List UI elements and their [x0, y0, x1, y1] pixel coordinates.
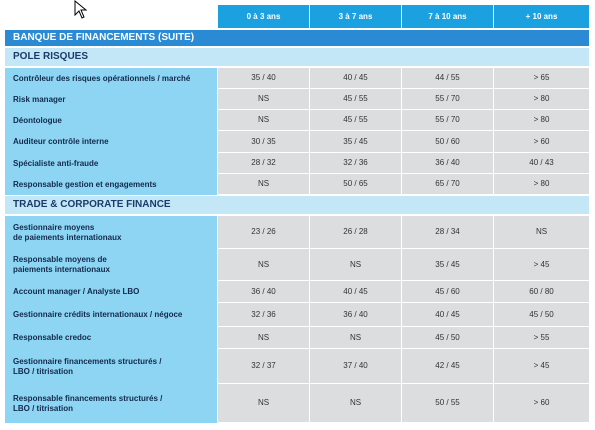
cell-value: 23 / 26: [218, 216, 309, 248]
cell-value: 55 / 70: [402, 110, 493, 130]
row-label: Account manager / Analyste LBO: [5, 281, 217, 303]
cell-value: 32 / 36: [218, 303, 309, 326]
column-header: + 10 ans: [494, 5, 589, 28]
cell-value: 35 / 45: [310, 131, 401, 152]
cell-value: > 65: [494, 68, 589, 88]
cell-value: 45 / 50: [494, 303, 589, 326]
cell-value: > 80: [494, 174, 589, 194]
cell-value: 28 / 32: [218, 153, 309, 173]
row-label: Gestionnaire financements structurés / L…: [5, 349, 217, 384]
cell-value: 40 / 45: [402, 303, 493, 326]
cell-value: 32 / 37: [218, 349, 309, 383]
section-title: POLE RISQUES: [5, 48, 589, 66]
cell-value: 37 / 40: [310, 349, 401, 383]
cell-value: 40 / 45: [310, 68, 401, 88]
cell-value: 28 / 34: [402, 216, 493, 248]
row-label: Risk manager: [5, 89, 217, 110]
cell-value: 36 / 40: [218, 281, 309, 302]
cell-value: 40 / 43: [494, 153, 589, 173]
cell-value: 42 / 45: [402, 349, 493, 383]
column-header: 3 à 7 ans: [310, 5, 401, 28]
cell-value: NS: [494, 216, 589, 248]
cell-value: NS: [218, 384, 309, 422]
cell-value: NS: [218, 327, 309, 348]
cell-value: 50 / 55: [402, 384, 493, 422]
cell-value: 45 / 55: [310, 89, 401, 109]
cell-value: > 60: [494, 131, 589, 152]
cell-value: > 80: [494, 110, 589, 130]
row-label: Responsable credoc: [5, 327, 217, 349]
cell-value: 36 / 40: [310, 303, 401, 326]
column-header: 7 à 10 ans: [402, 5, 493, 28]
cell-value: 30 / 35: [218, 131, 309, 152]
cell-value: > 60: [494, 384, 589, 422]
row-label: Responsable moyens de paiements internat…: [5, 249, 217, 281]
cell-value: 65 / 70: [402, 174, 493, 194]
cell-value: 50 / 60: [402, 131, 493, 152]
cell-value: > 45: [494, 249, 589, 280]
cell-value: 50 / 65: [310, 174, 401, 194]
cell-value: 26 / 28: [310, 216, 401, 248]
row-label: Contrôleur des risques opérationnels / m…: [5, 68, 217, 89]
row-label: Responsable gestion et engagements: [5, 174, 217, 195]
cursor: [74, 0, 88, 19]
cell-value: NS: [218, 89, 309, 109]
cell-value: 45 / 50: [402, 327, 493, 348]
row-label: Spécialiste anti-fraude: [5, 153, 217, 174]
section-title: TRADE & CORPORATE FINANCE: [5, 196, 589, 214]
cell-value: 36 / 40: [402, 153, 493, 173]
cell-value: 35 / 40: [218, 68, 309, 88]
cell-value: 40 / 45: [310, 281, 401, 302]
cell-value: > 55: [494, 327, 589, 348]
cell-value: NS: [218, 110, 309, 130]
table-title: BANQUE DE FINANCEMENTS (SUITE): [5, 30, 589, 46]
cell-value: 45 / 55: [310, 110, 401, 130]
cell-value: NS: [218, 249, 309, 280]
column-header: 0 à 3 ans: [218, 5, 309, 28]
row-label: Responsable financements structurés / LB…: [5, 384, 217, 423]
row-label: Gestionnaire crédits internationaux / né…: [5, 303, 217, 327]
row-label: Déontologue: [5, 110, 217, 131]
cell-value: NS: [310, 249, 401, 280]
cell-value: 44 / 55: [402, 68, 493, 88]
cell-value: 32 / 36: [310, 153, 401, 173]
cell-value: 45 / 60: [402, 281, 493, 302]
cell-value: 60 / 80: [494, 281, 589, 302]
row-label: Auditeur contrôle interne: [5, 131, 217, 153]
cell-value: NS: [218, 174, 309, 194]
cell-value: 55 / 70: [402, 89, 493, 109]
cell-value: NS: [310, 327, 401, 348]
cell-value: > 80: [494, 89, 589, 109]
cell-value: NS: [310, 384, 401, 422]
cell-value: > 45: [494, 349, 589, 383]
row-label: Gestionnaire moyens de paiements interna…: [5, 216, 217, 249]
cell-value: 35 / 45: [402, 249, 493, 280]
